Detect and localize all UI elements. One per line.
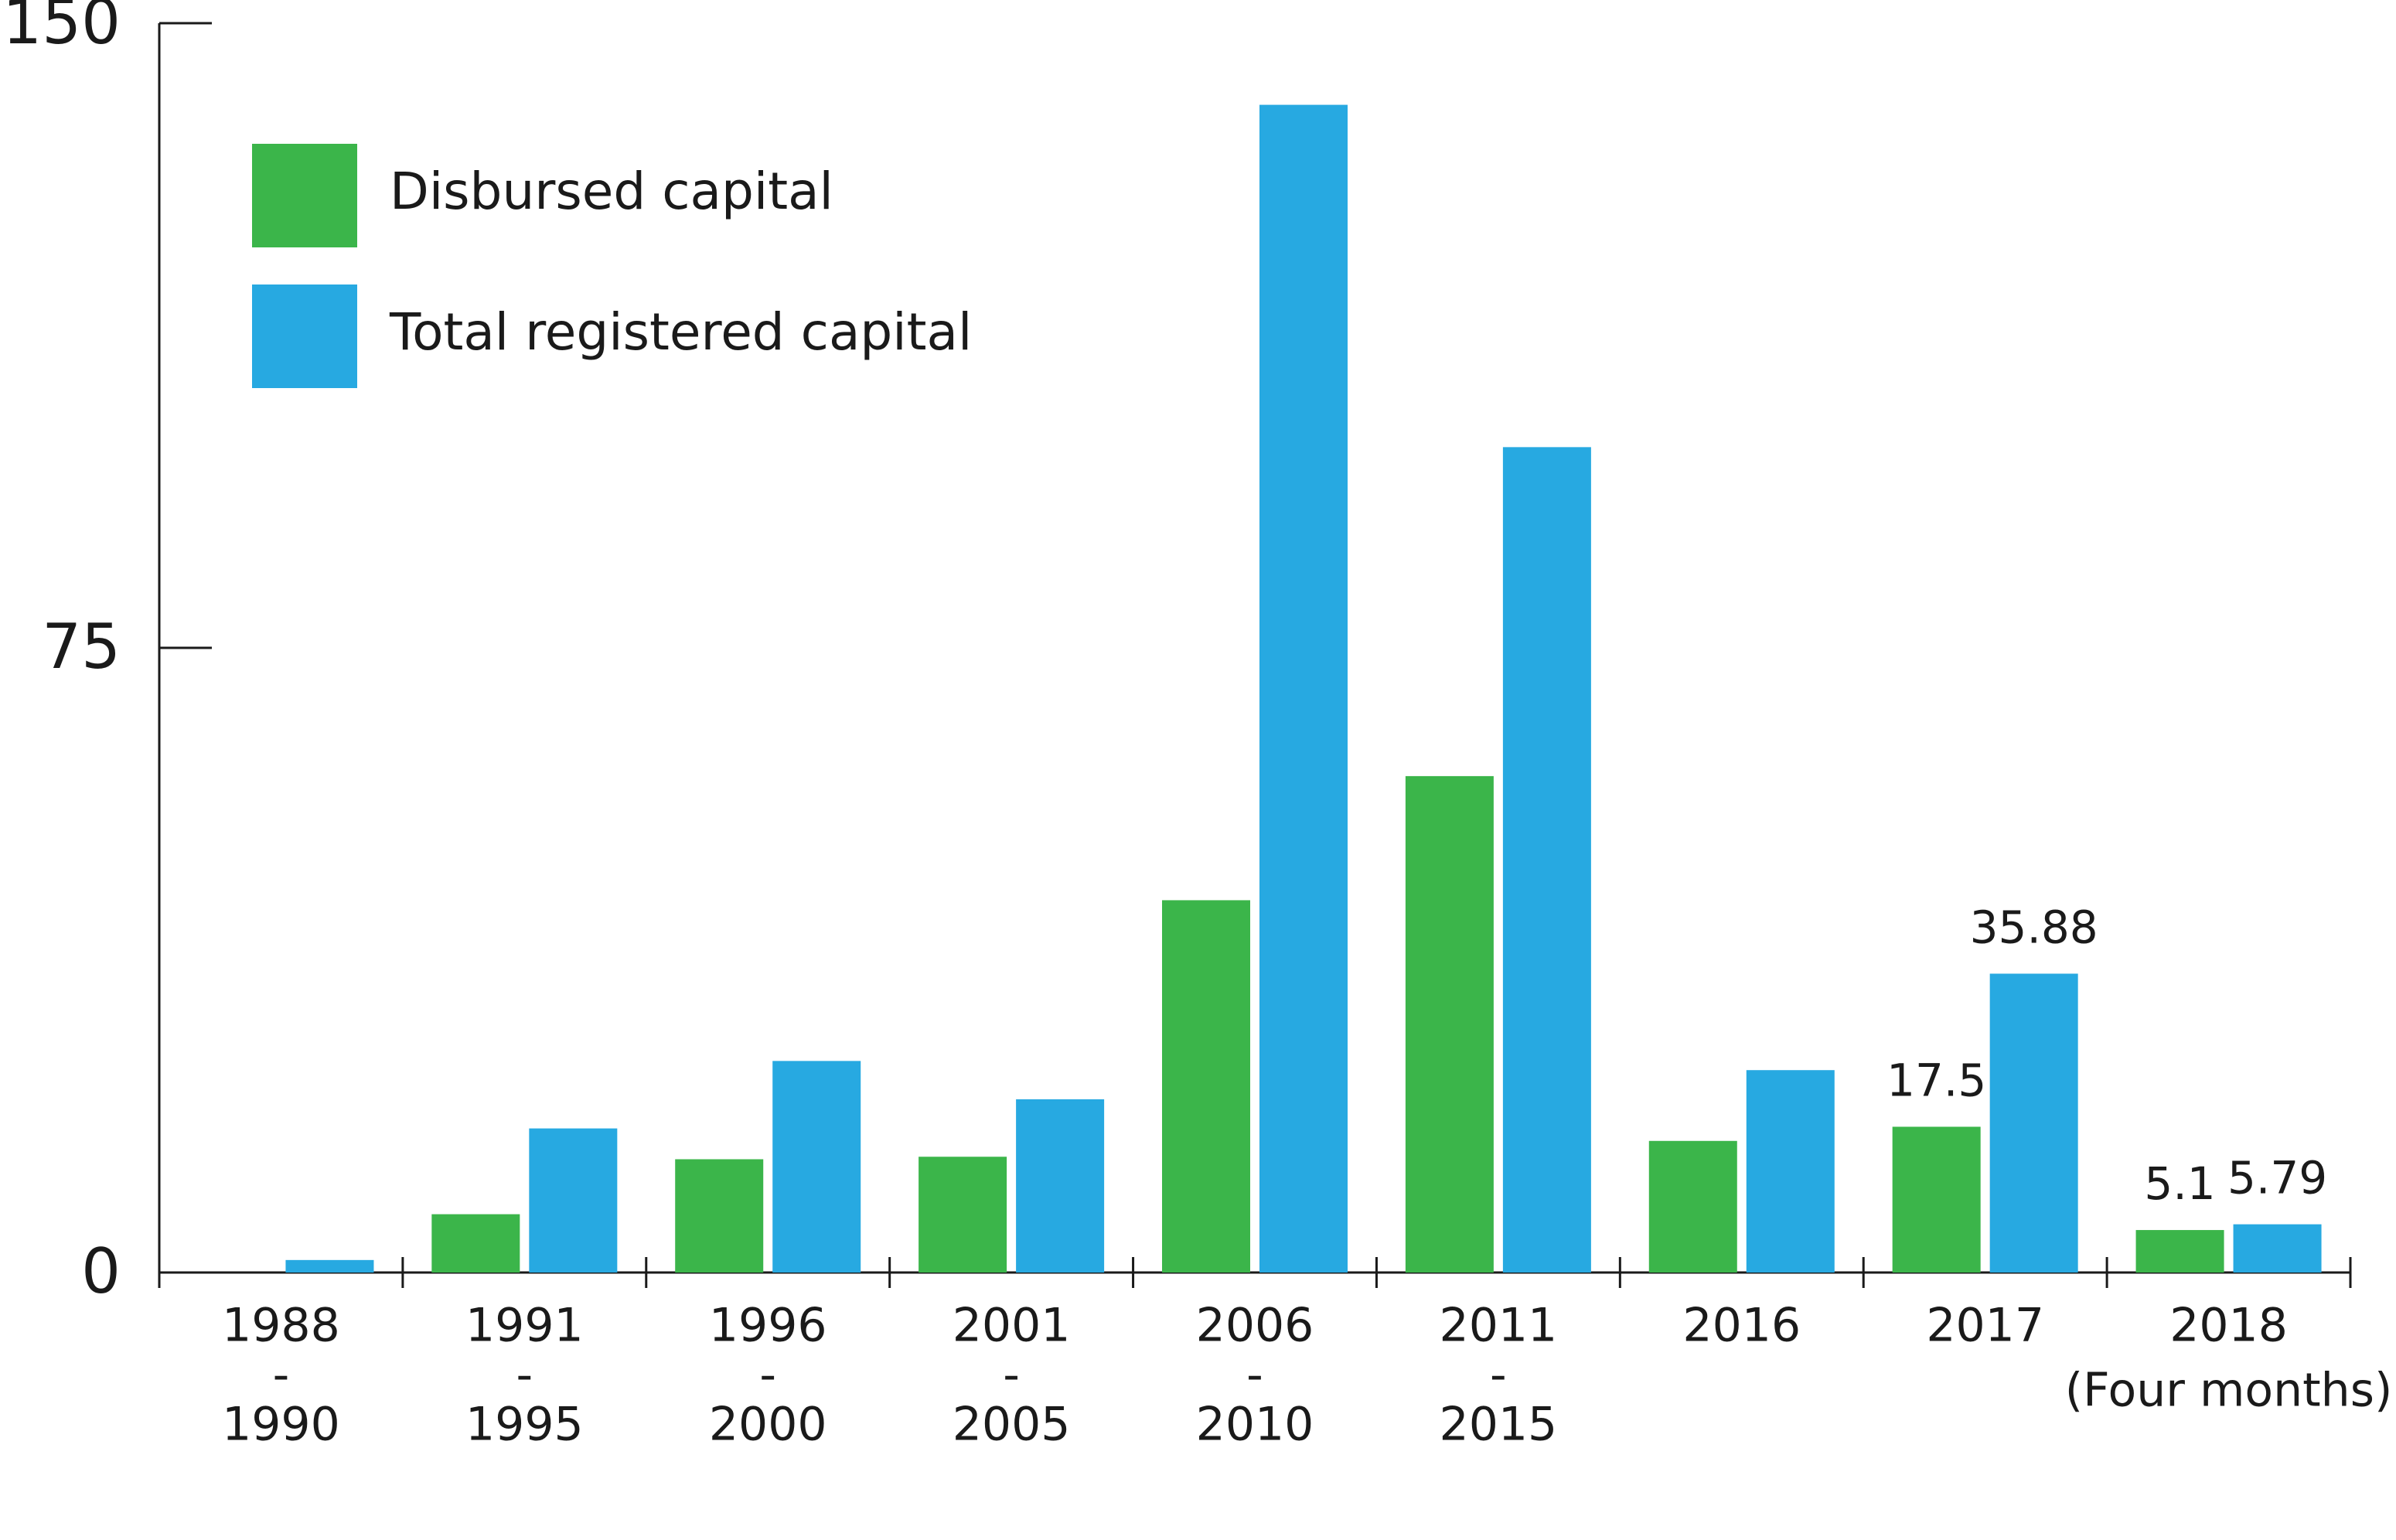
value-label: 17.5 bbox=[1886, 1054, 1986, 1107]
bar bbox=[431, 1214, 520, 1273]
bar bbox=[1405, 775, 1494, 1273]
x-tick-label: (Four months) bbox=[2065, 1364, 2393, 1418]
bar bbox=[919, 1157, 1007, 1273]
x-tick-label: - bbox=[1490, 1348, 1507, 1402]
x-tick-label: 2018 bbox=[2169, 1299, 2288, 1353]
x-tick-label: 1990 bbox=[222, 1398, 340, 1452]
x-tick-label: - bbox=[1246, 1348, 1263, 1402]
legend-label: Total registered capital bbox=[389, 302, 972, 362]
y-tick-label: 75 bbox=[42, 611, 121, 683]
x-tick-label: 2006 bbox=[1196, 1299, 1314, 1353]
x-tick-label: 2001 bbox=[953, 1299, 1071, 1353]
bar bbox=[675, 1159, 764, 1273]
x-tick-label: - bbox=[516, 1348, 533, 1402]
legend-swatch bbox=[252, 284, 357, 388]
legend-label: Disbursed capital bbox=[390, 162, 833, 221]
value-label: 35.88 bbox=[1970, 901, 2098, 954]
bar bbox=[529, 1128, 618, 1273]
y-tick-label: 150 bbox=[2, 0, 121, 58]
bar bbox=[285, 1259, 374, 1273]
x-tick-label: - bbox=[1003, 1348, 1020, 1402]
bar bbox=[772, 1061, 861, 1273]
x-tick-label: 2011 bbox=[1440, 1299, 1558, 1353]
x-tick-label: 1991 bbox=[465, 1299, 584, 1353]
x-tick-label: 1995 bbox=[465, 1398, 584, 1452]
y-tick-label: 0 bbox=[81, 1235, 121, 1307]
x-tick-label: 1996 bbox=[709, 1299, 827, 1353]
bar bbox=[1259, 104, 1348, 1273]
x-tick-label: 2000 bbox=[709, 1398, 827, 1452]
value-label: 5.1 bbox=[2144, 1157, 2215, 1210]
x-tick-label: 1988 bbox=[222, 1299, 340, 1353]
x-tick-label: 2005 bbox=[953, 1398, 1071, 1452]
bar bbox=[2233, 1224, 2322, 1273]
x-tick-label: 2010 bbox=[1196, 1398, 1314, 1452]
value-label: 5.79 bbox=[2227, 1152, 2327, 1204]
x-tick-label: 2017 bbox=[1926, 1299, 2044, 1353]
bar bbox=[1162, 900, 1250, 1273]
bar bbox=[1989, 973, 2078, 1273]
bar bbox=[1892, 1126, 1981, 1273]
x-tick-label: 2016 bbox=[1682, 1299, 1801, 1353]
legend-swatch bbox=[252, 144, 357, 247]
bar bbox=[1502, 447, 1591, 1273]
bar bbox=[1746, 1070, 1835, 1273]
x-tick-label: - bbox=[759, 1348, 776, 1402]
x-tick-label: 2015 bbox=[1440, 1398, 1558, 1452]
bar bbox=[1016, 1099, 1105, 1273]
x-tick-label: - bbox=[273, 1348, 290, 1402]
bar bbox=[2135, 1230, 2224, 1273]
bar bbox=[1648, 1140, 1737, 1273]
